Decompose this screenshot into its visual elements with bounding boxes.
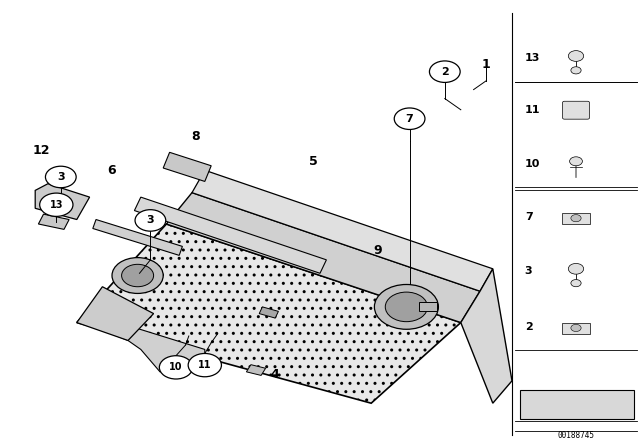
Circle shape [568, 51, 584, 61]
Circle shape [571, 215, 581, 222]
Circle shape [374, 284, 438, 329]
Polygon shape [35, 184, 90, 220]
Circle shape [568, 263, 584, 274]
Polygon shape [93, 220, 182, 255]
Text: 10: 10 [525, 159, 540, 168]
Text: 13: 13 [525, 53, 540, 63]
Circle shape [571, 324, 581, 332]
Text: 13: 13 [49, 200, 63, 210]
Text: 5: 5 [309, 155, 318, 168]
Polygon shape [461, 269, 512, 403]
Polygon shape [246, 365, 266, 375]
Circle shape [571, 280, 581, 287]
Circle shape [429, 61, 460, 82]
Text: 7: 7 [525, 212, 532, 222]
Text: 7: 7 [406, 114, 413, 124]
Circle shape [122, 264, 154, 287]
Circle shape [571, 67, 581, 74]
Polygon shape [134, 197, 326, 273]
Text: 11: 11 [198, 360, 212, 370]
FancyBboxPatch shape [520, 390, 634, 419]
Text: 6: 6 [108, 164, 116, 177]
Text: 10: 10 [169, 362, 183, 372]
Text: 3: 3 [57, 172, 65, 182]
Circle shape [112, 258, 163, 293]
Circle shape [135, 210, 166, 231]
FancyBboxPatch shape [419, 302, 437, 311]
Text: 11: 11 [525, 105, 540, 115]
Polygon shape [38, 214, 69, 229]
FancyBboxPatch shape [562, 323, 590, 334]
Text: 2: 2 [525, 322, 532, 332]
Circle shape [159, 356, 193, 379]
Polygon shape [77, 287, 154, 340]
Text: 2: 2 [441, 67, 449, 77]
Polygon shape [192, 170, 493, 291]
FancyBboxPatch shape [563, 101, 589, 119]
Polygon shape [83, 314, 205, 372]
Circle shape [45, 166, 76, 188]
Text: 9: 9 [373, 244, 382, 258]
Text: 3: 3 [525, 266, 532, 276]
Circle shape [40, 193, 73, 216]
FancyBboxPatch shape [562, 213, 590, 224]
Polygon shape [259, 307, 278, 318]
Text: 8: 8 [191, 130, 200, 143]
Text: 3: 3 [147, 215, 154, 225]
Circle shape [570, 157, 582, 166]
Text: 00188745: 00188745 [557, 431, 595, 440]
Text: 4: 4 [271, 367, 280, 381]
Text: 1: 1 [482, 58, 491, 72]
Circle shape [394, 108, 425, 129]
Polygon shape [166, 193, 480, 323]
Polygon shape [163, 152, 211, 181]
Circle shape [385, 292, 428, 322]
Text: 12: 12 [33, 143, 51, 157]
Circle shape [188, 353, 221, 377]
Polygon shape [77, 224, 461, 403]
